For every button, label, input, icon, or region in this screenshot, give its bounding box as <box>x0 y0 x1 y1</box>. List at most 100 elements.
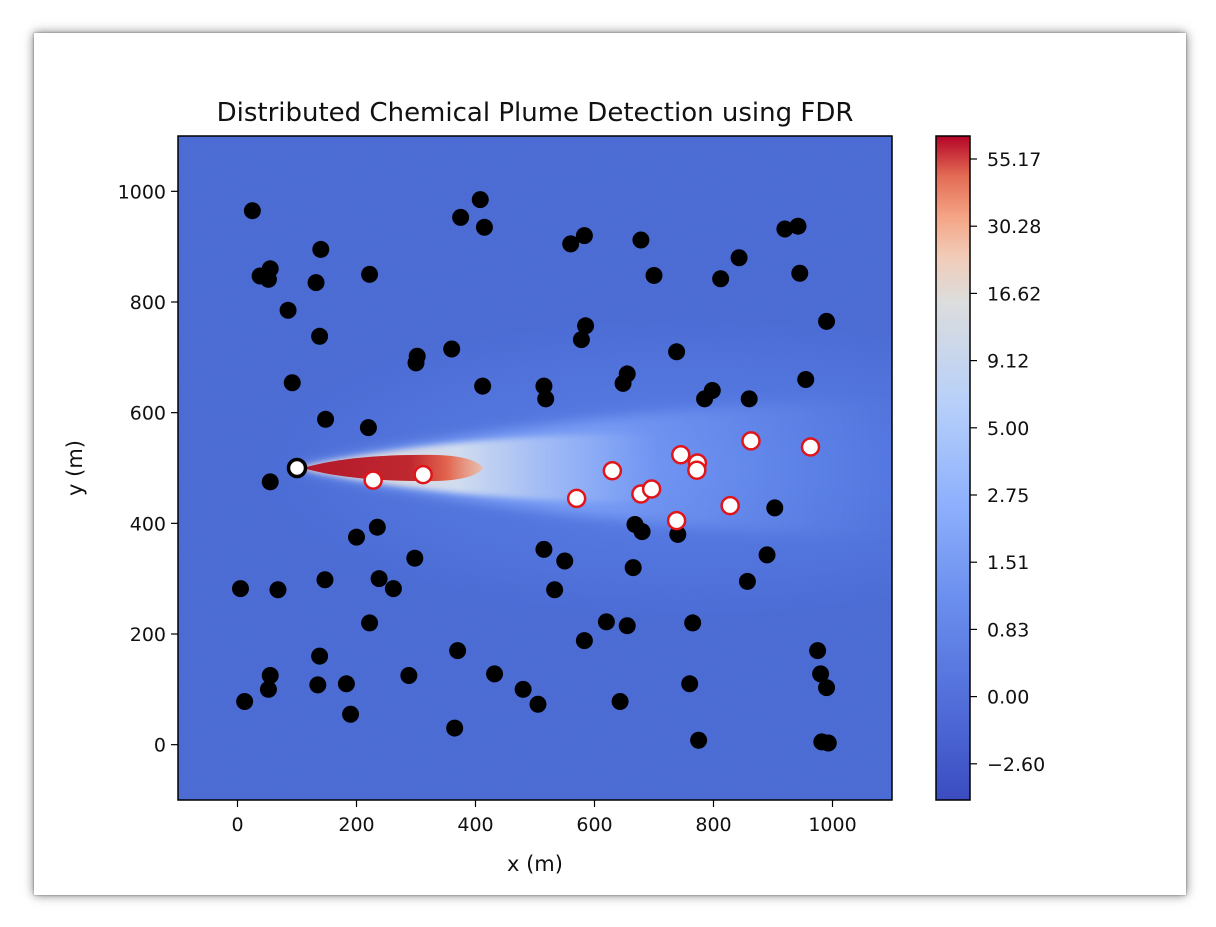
x-tick-label: 800 <box>695 814 731 836</box>
sensor-undetected <box>537 390 555 408</box>
sensor-detected <box>566 488 587 509</box>
sensor-undetected <box>370 570 388 588</box>
sensor-undetected <box>556 552 574 570</box>
sensor-undetected <box>348 528 365 546</box>
sensor-undetected <box>597 613 615 631</box>
sensor-undetected <box>317 410 335 428</box>
sensor-undetected <box>243 202 261 220</box>
colorbar-tick-label: 0.83 <box>987 619 1029 641</box>
sensor-undetected <box>740 390 758 408</box>
sensor-detected <box>602 461 623 481</box>
sensor-undetected <box>368 518 386 536</box>
colorbar-tick-label: 1.51 <box>987 552 1029 574</box>
y-tick-label: 200 <box>130 624 166 646</box>
sensor-undetected <box>575 227 593 245</box>
sensor-undetected <box>712 270 730 288</box>
x-axis: 0 200 400 600 800 1000 <box>231 800 857 836</box>
sensor-undetected <box>342 705 360 723</box>
colorbar-tick-label: 0.00 <box>987 687 1029 709</box>
sensor-detected <box>800 437 821 457</box>
sensor-undetected <box>316 571 334 589</box>
sensor-undetected <box>261 667 279 684</box>
sensor-undetected <box>703 382 721 400</box>
colorbar-tick-label: 9.12 <box>987 351 1029 373</box>
sensor-undetected <box>406 549 424 567</box>
sensor-undetected <box>776 220 794 238</box>
sensor-undetected <box>633 523 651 541</box>
sensor-undetected <box>446 719 464 737</box>
x-tick-label: 200 <box>338 814 374 836</box>
sensor-undetected <box>668 343 686 361</box>
sensor-undetected <box>575 632 593 650</box>
sensor-undetected <box>535 540 553 558</box>
sensor-undetected <box>236 693 254 711</box>
sensor-undetected <box>408 347 426 365</box>
sensor-detected <box>641 479 662 499</box>
y-tick-label: 0 <box>154 735 166 757</box>
y-tick-label: 400 <box>130 513 166 535</box>
colorbar-border <box>935 135 971 801</box>
sensor-detected <box>687 460 707 480</box>
colorbar-tick-label: −2.60 <box>987 754 1045 776</box>
sensor-undetected <box>514 680 532 698</box>
y-axis: 0 200 400 600 800 1000 <box>118 181 178 757</box>
sensor-undetected <box>312 240 330 258</box>
sensor-undetected <box>618 365 636 383</box>
sensor-undetected <box>577 317 595 335</box>
sensor-undetected <box>758 546 776 564</box>
sensor-undetected <box>791 264 809 282</box>
sensor-undetected <box>261 260 279 278</box>
plume-source <box>286 457 308 479</box>
colorbar-tick-label: 16.62 <box>987 283 1041 305</box>
sensor-undetected <box>311 647 329 665</box>
sensor-detected <box>363 470 383 490</box>
sensor-undetected <box>738 572 756 590</box>
sensor-undetected <box>572 331 590 349</box>
plot-area <box>178 136 892 800</box>
y-tick-label: 600 <box>130 403 166 425</box>
sensor-undetected <box>812 665 830 683</box>
sensor-undetected <box>669 525 687 543</box>
sensor-undetected <box>766 499 784 517</box>
sensor-undetected <box>789 217 807 235</box>
sensor-undetected <box>337 675 355 693</box>
sensor-undetected <box>684 614 702 632</box>
sensor-undetected <box>279 301 297 319</box>
sensor-detected <box>741 431 761 451</box>
x-tick-label: 0 <box>231 814 243 836</box>
sensor-undetected <box>283 374 301 392</box>
sensor-undetected <box>311 327 329 345</box>
plot-border <box>177 135 893 801</box>
sensor-undetected <box>475 218 493 236</box>
sensor-undetected <box>681 675 699 693</box>
sensor-undetected <box>474 377 492 395</box>
sensor-undetected <box>690 731 708 749</box>
sensor-undetected <box>269 581 287 599</box>
colorbar-tick-label: 55.17 <box>987 149 1041 171</box>
sensor-undetected <box>307 274 325 292</box>
sensor-undetected <box>618 617 636 635</box>
sensor-detected <box>671 444 691 465</box>
colorbar-tick-label: 2.75 <box>987 485 1029 507</box>
sensor-undetected <box>361 614 379 632</box>
x-tick-label: 1000 <box>808 814 856 836</box>
sensor-undetected <box>818 312 836 330</box>
x-tick-label: 600 <box>576 814 612 836</box>
sensor-detected <box>666 510 687 531</box>
sensor-detected <box>413 464 433 485</box>
colorbar-tick-label: 30.28 <box>987 216 1041 238</box>
sensor-undetected <box>486 665 504 683</box>
y-axis-label: y (m) <box>63 440 87 496</box>
sensor-undetected <box>361 265 379 283</box>
sensor-undetected <box>535 377 553 395</box>
sensor-undetected <box>797 370 815 388</box>
sensor-undetected <box>632 231 650 249</box>
chart-title: Distributed Chemical Plume Detection usi… <box>217 98 854 128</box>
sensor-undetected <box>384 580 402 598</box>
colorbar-gradient <box>936 136 970 800</box>
sensor-undetected <box>259 680 277 698</box>
sensor-undetected <box>819 734 837 752</box>
x-tick-label: 400 <box>457 814 493 836</box>
sensor-undetected <box>730 249 748 267</box>
sensor-undetected <box>400 667 418 684</box>
